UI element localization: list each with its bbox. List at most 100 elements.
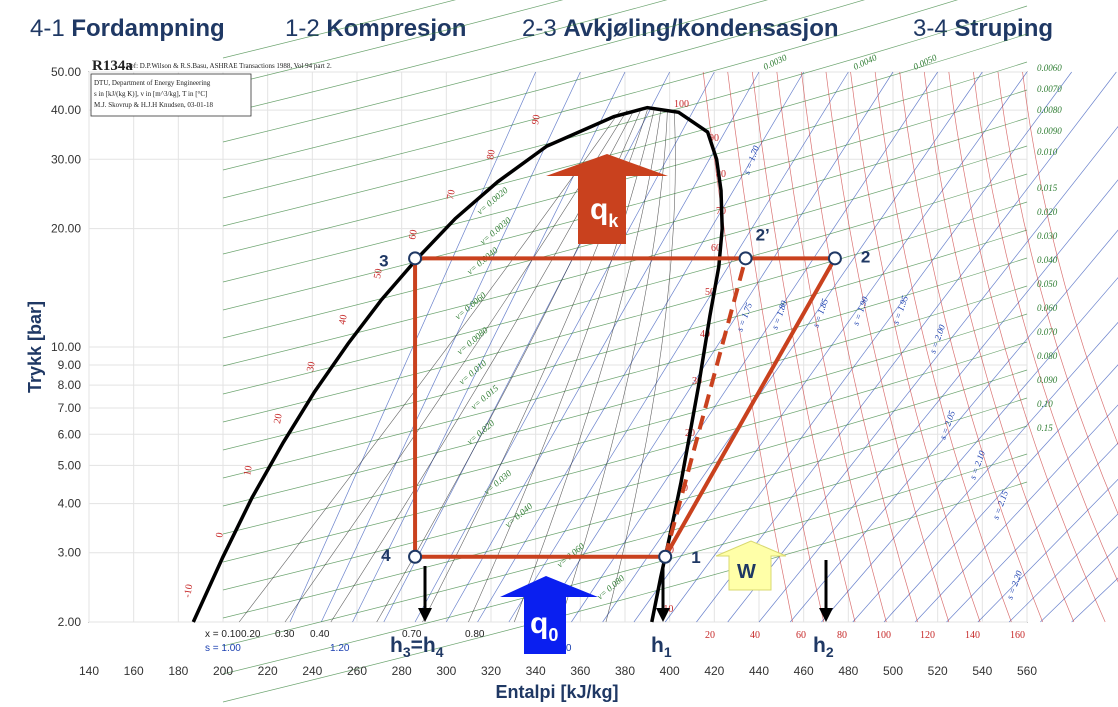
x-tick-label: 200 [213, 664, 233, 678]
temp-bottom-label: 80 [837, 630, 847, 641]
volume-top-label: 0.0050 [912, 52, 939, 72]
point-3-label: 3 [379, 251, 388, 270]
quality-line [513, 110, 662, 623]
isochore-line [222, 397, 1028, 619]
volume-label: 0.070 [1037, 327, 1058, 337]
temp-liquid-label: 30 [305, 361, 318, 373]
point-3 [408, 251, 423, 266]
x-tick-label: 560 [1017, 664, 1037, 678]
isochore-line [222, 369, 1028, 591]
volume-label: 0.080 [1037, 351, 1058, 361]
temp-liquid-label: 40 [337, 314, 350, 326]
temp-liquid-label: 20 [272, 413, 285, 425]
temp-liquid-label: 10 [242, 465, 255, 477]
temp-liquid-label: 0 [214, 532, 226, 539]
qk-label: qk [590, 193, 619, 231]
volume-label: 0.0060 [1037, 63, 1062, 73]
enthalpy-markers: h3=h4 h1 h2 [390, 560, 834, 660]
isochore-line [222, 341, 1028, 563]
point-2-prime [738, 251, 753, 266]
h2-arrowhead [819, 608, 833, 622]
isochore-line [222, 257, 1028, 479]
volume-label: 0.050 [1037, 279, 1058, 289]
isotherm-line [751, 71, 856, 623]
y-tick-label: 20.00 [51, 222, 81, 236]
x-tick-label: 180 [168, 664, 188, 678]
h3-h4-label: h3=h4 [390, 634, 444, 660]
isentrope-line [915, 404, 1118, 623]
x-axis-title: Entalpi [kJ/kg] [495, 682, 618, 702]
process-3-4: 3-4 Struping [913, 15, 1053, 42]
isochore-line [222, 313, 1028, 535]
x-tick-label: 340 [526, 664, 546, 678]
quality-label: 0.30 [275, 629, 295, 640]
isentrope-line [414, 71, 715, 623]
chart-reference: Ref: D.P.Wilson & R.S.Basu, ASHRAE Trans… [126, 62, 332, 70]
temp-bottom-label: 100 [876, 630, 891, 641]
temp-bottom-label: 40 [750, 630, 760, 641]
y-axis-title: Trykk [bar] [25, 301, 45, 393]
point-2-label: 2 [861, 247, 870, 266]
temp-bottom-label: 140 [965, 630, 980, 641]
refrigeration-cycle: 1 2 2’ 3 4 [379, 225, 870, 566]
y-tick-label: 30.00 [51, 152, 81, 166]
volume-label: 0.060 [1037, 303, 1058, 313]
point-1-label: 1 [691, 548, 700, 567]
info-box [90, 73, 252, 117]
quality-line [605, 110, 676, 623]
y-tick-label: 3.00 [58, 546, 82, 560]
volume-label: 0.020 [1037, 207, 1058, 217]
x-tick-label: 380 [615, 664, 635, 678]
isochore-line [222, 117, 1028, 339]
x-tick-label: 460 [794, 664, 814, 678]
y-tick-label: 9.00 [58, 358, 82, 372]
h2-label: h2 [813, 634, 834, 660]
y-tick-label: 6.00 [58, 427, 82, 441]
volume-label: 0.040 [1037, 255, 1058, 265]
isentrope-line [977, 478, 1118, 623]
isentrope-line [571, 71, 938, 623]
y-tick-label: 5.00 [58, 458, 82, 472]
x-tick-label: 480 [838, 664, 858, 678]
isotherm-line [874, 71, 1012, 623]
h1-arrowhead [656, 608, 670, 622]
point-1 [658, 549, 673, 564]
x-tick-label: 260 [347, 664, 367, 678]
info-line-1: DTU, Department of Energy Engineering [94, 79, 211, 87]
volume-label: 0.0070 [1037, 84, 1062, 94]
y-tick-label: 2.00 [58, 615, 82, 629]
isentrope-line [352, 71, 626, 623]
x-tick-label: 540 [972, 664, 992, 678]
y-tick-label: 10.00 [51, 340, 81, 354]
isotherm-line [997, 71, 1118, 515]
isotherm-line [825, 71, 950, 623]
x-tick-label: 220 [258, 664, 278, 678]
saturation-dome [191, 105, 724, 623]
y-tick-label: 8.00 [58, 378, 82, 392]
h3-arrowhead [418, 608, 432, 622]
isochore-line [222, 0, 564, 87]
isotherm-line [899, 71, 1043, 623]
quality-label: 0.40 [310, 629, 330, 640]
volume-label: 0.090 [1037, 375, 1058, 385]
isentrope-line [852, 321, 1118, 623]
isochore-line [222, 145, 1028, 367]
work-arrow-shape [715, 540, 787, 591]
isochore-line [222, 0, 865, 171]
isotherm-line [973, 71, 1118, 583]
volume-label: 0.15 [1037, 423, 1053, 433]
isentrope-line [789, 229, 1118, 623]
process-4-1: 4-1 Fordampning [30, 15, 225, 42]
point-2-prime-label: 2’ [756, 225, 770, 244]
quality-label: 0.70 [402, 629, 422, 640]
x-tick-label: 360 [570, 664, 590, 678]
isentrope-line [508, 71, 849, 623]
isotherm-line [948, 71, 1106, 623]
x-tick-label: 140 [79, 664, 99, 678]
isochore-line [222, 201, 1028, 423]
temp-bottom-label: 60 [796, 630, 806, 641]
volume-label: 0.015 [1037, 183, 1058, 193]
volume-label: 0.0090 [1037, 126, 1062, 136]
